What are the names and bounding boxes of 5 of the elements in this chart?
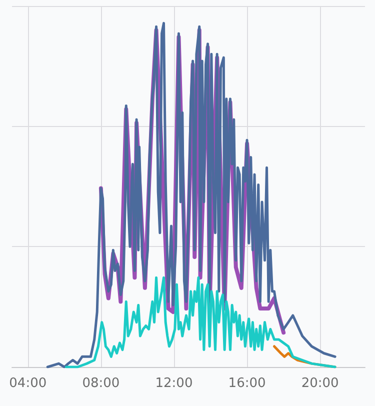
- x-tick-label: 16:00: [228, 376, 266, 391]
- x-tick-label: 20:00: [301, 376, 339, 391]
- x-tick-label: 12:00: [155, 376, 193, 391]
- x-tick-label: 08:00: [82, 376, 120, 391]
- x-tick-label: 04:00: [9, 376, 47, 391]
